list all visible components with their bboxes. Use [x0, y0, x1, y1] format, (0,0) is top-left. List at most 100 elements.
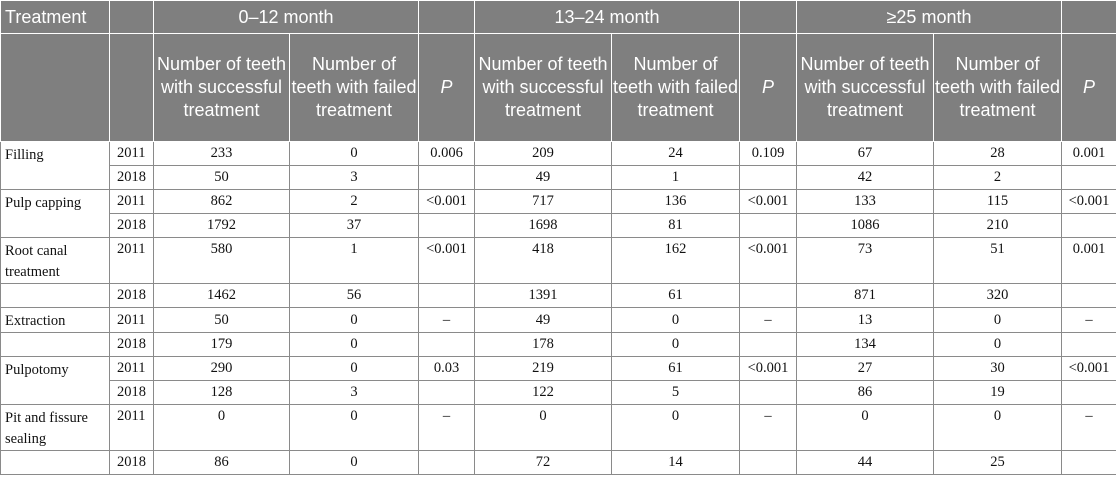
failed-cell: 25 [933, 450, 1063, 475]
p-value-cell: 0.03 [418, 356, 476, 381]
failed-cell: 24 [611, 141, 741, 166]
success-cell: 178 [474, 332, 613, 357]
p-value-cell: <0.001 [418, 237, 476, 284]
success-cell: 871 [796, 283, 935, 308]
p-value-cell [1061, 332, 1116, 357]
p-value-cell: – [1061, 404, 1116, 451]
success-cell: 0 [474, 404, 613, 451]
success-cell: 0 [153, 404, 290, 451]
success-cell: 86 [796, 380, 935, 405]
p-value-cell [739, 332, 798, 357]
failed-cell: 56 [288, 283, 420, 308]
p-value-cell [739, 213, 798, 238]
success-cell: 219 [474, 356, 613, 381]
failed-cell: 0 [288, 356, 420, 381]
p-value-cell [418, 165, 476, 190]
header-blank [0, 33, 110, 142]
failed-cell: 61 [611, 283, 741, 308]
failed-cell: 0 [288, 450, 420, 475]
p-value-cell [1061, 450, 1116, 475]
year-cell: 2011 [109, 307, 154, 333]
group-p-spacer [1061, 0, 1116, 34]
failed-cell: 0 [288, 404, 420, 451]
col-p-header: P [739, 33, 798, 142]
success-cell: 49 [474, 165, 613, 190]
failed-cell: 0 [288, 332, 420, 357]
p-value-cell: <0.001 [1061, 189, 1116, 214]
success-cell: 209 [474, 141, 613, 166]
success-cell: 233 [153, 141, 290, 166]
p-value-cell: <0.001 [739, 189, 798, 214]
p-value-cell: <0.001 [1061, 356, 1116, 381]
year-header [109, 0, 154, 34]
success-cell: 1462 [153, 283, 290, 308]
success-cell: 1792 [153, 213, 290, 238]
table-row: 2018 179 0 178 0 134 0 [0, 332, 1116, 357]
p-value-cell [1061, 213, 1116, 238]
year-cell: 2011 [109, 189, 154, 214]
success-cell: 717 [474, 189, 613, 214]
failed-cell: 162 [611, 237, 741, 284]
success-cell: 179 [153, 332, 290, 357]
success-cell: 122 [474, 380, 613, 405]
success-cell: 1086 [796, 213, 935, 238]
p-value-cell: <0.001 [739, 356, 798, 381]
success-cell: 128 [153, 380, 290, 405]
p-value-cell: – [1061, 307, 1116, 333]
year-cell: 2018 [109, 332, 154, 357]
success-cell: 1698 [474, 213, 613, 238]
treatment-cell: Filling [0, 141, 110, 190]
col-failed-header: Number of teeth with failed treatment [611, 33, 741, 142]
p-value-cell: – [418, 404, 476, 451]
failed-cell: 19 [933, 380, 1063, 405]
failed-cell: 61 [611, 356, 741, 381]
col-success-header: Number of teeth with successful treatmen… [474, 33, 613, 142]
p-value-cell: 0.001 [1061, 237, 1116, 284]
failed-cell: 320 [933, 283, 1063, 308]
group-p-spacer [739, 0, 798, 34]
success-cell: 86 [153, 450, 290, 475]
success-cell: 418 [474, 237, 613, 284]
p-value-cell [418, 450, 476, 475]
success-cell: 134 [796, 332, 935, 357]
success-cell: 133 [796, 189, 935, 214]
col-p-header: P [1061, 33, 1116, 142]
p-value-cell: – [739, 404, 798, 451]
failed-cell: 2 [933, 165, 1063, 190]
success-cell: 44 [796, 450, 935, 475]
table-row: Pulp capping 2011 862 2 <0.001 717 136 <… [0, 189, 1116, 238]
col-success-header: Number of teeth with successful treatmen… [796, 33, 935, 142]
treatment-cell: Pulp capping [0, 189, 110, 238]
year-cell: 2018 [109, 283, 154, 308]
success-cell: 27 [796, 356, 935, 381]
failed-cell: 3 [288, 165, 420, 190]
success-cell: 72 [474, 450, 613, 475]
p-value-cell: <0.001 [739, 237, 798, 284]
failed-cell: 0 [611, 307, 741, 333]
p-value-cell [739, 165, 798, 190]
success-cell: 49 [474, 307, 613, 333]
failed-cell: 0 [933, 332, 1063, 357]
failed-cell: 210 [933, 213, 1063, 238]
year-cell: 2018 [109, 380, 154, 405]
p-value-cell: 0.006 [418, 141, 476, 166]
group-header-0-12: 0–12 month [152, 0, 420, 34]
success-cell: 580 [153, 237, 290, 284]
success-cell: 290 [153, 356, 290, 381]
col-failed-header: Number of teeth with failed treatment [288, 33, 420, 142]
year-cell: 2018 [109, 165, 154, 190]
table-row: Pit and fissure sealing 2011 0 0 – 0 0 –… [0, 404, 1116, 451]
success-cell: 42 [796, 165, 935, 190]
success-cell: 73 [796, 237, 935, 284]
header-row-columns: Number of teeth with successful treatmen… [0, 33, 1116, 142]
year-cell: 2011 [109, 404, 154, 451]
success-cell: 0 [796, 404, 935, 451]
p-value-cell: 0.001 [1061, 141, 1116, 166]
year-cell: 2011 [109, 141, 154, 166]
p-value-cell [418, 380, 476, 405]
table-row: 2018 1462 56 1391 61 871 320 [0, 283, 1116, 308]
success-cell: 67 [796, 141, 935, 166]
failed-cell: 1 [611, 165, 741, 190]
success-cell: 13 [796, 307, 935, 333]
